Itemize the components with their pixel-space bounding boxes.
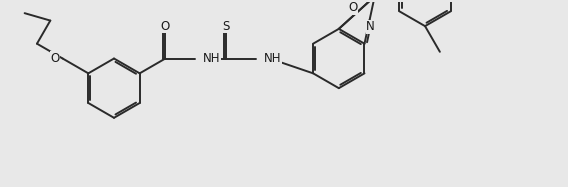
Text: NH: NH	[203, 52, 220, 65]
Text: O: O	[348, 1, 357, 14]
Text: N: N	[366, 21, 375, 33]
Text: S: S	[223, 20, 230, 33]
Text: NH: NH	[264, 52, 281, 65]
Text: O: O	[51, 52, 60, 65]
Text: O: O	[161, 20, 170, 33]
